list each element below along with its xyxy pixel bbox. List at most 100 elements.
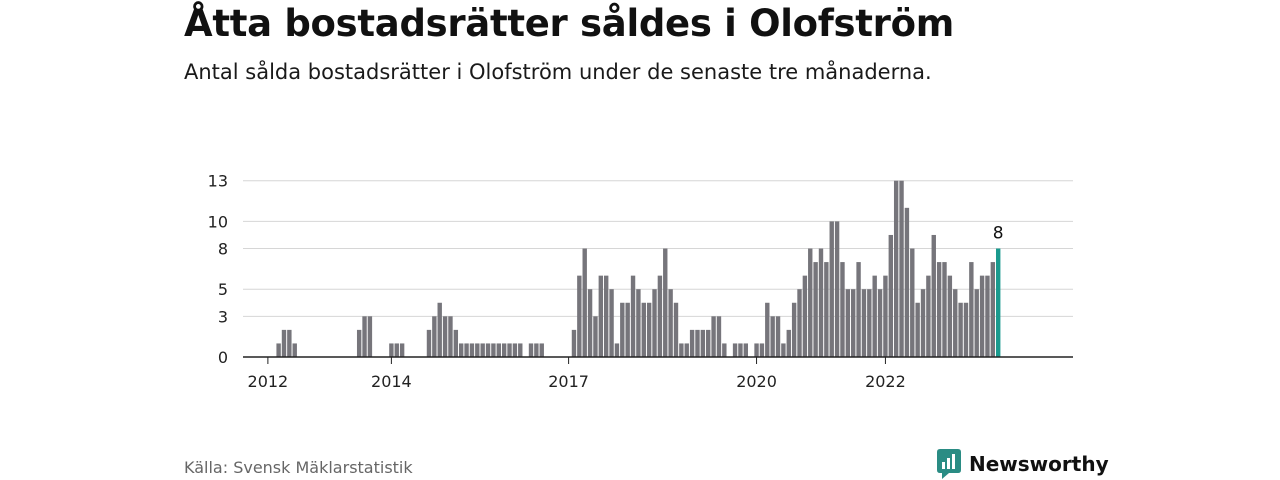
- bar: [840, 262, 845, 357]
- bar: [851, 289, 856, 357]
- bar: [593, 316, 598, 357]
- bar: [931, 234, 936, 357]
- bar: [485, 343, 491, 357]
- bar: [646, 302, 652, 357]
- bar: [910, 248, 915, 357]
- bar: [824, 262, 829, 357]
- bar: [963, 302, 969, 357]
- bar: [818, 248, 824, 357]
- bar: [700, 329, 706, 357]
- bar: [743, 343, 749, 357]
- bar: [426, 329, 432, 357]
- newsworthy-logo-icon: [937, 449, 961, 479]
- bar: [394, 343, 399, 357]
- bar: [448, 316, 453, 357]
- bar: [571, 329, 577, 357]
- bar: [834, 221, 840, 357]
- bar: [953, 289, 958, 357]
- bar: [501, 343, 507, 357]
- bar: [582, 248, 587, 357]
- bar: [684, 343, 689, 357]
- bar: [464, 343, 469, 357]
- bar: [958, 302, 963, 357]
- bar: [947, 275, 953, 357]
- bar: [867, 289, 872, 357]
- x-tick-label: 2014: [371, 372, 412, 391]
- bar: [706, 329, 711, 357]
- bar: [689, 329, 695, 357]
- bar: [673, 302, 679, 357]
- x-tick-label: 2022: [865, 372, 906, 391]
- bar: [679, 343, 684, 357]
- brand-name: Newsworthy: [969, 452, 1109, 476]
- bar: [663, 248, 668, 357]
- bar: [453, 329, 459, 357]
- bar: [888, 234, 893, 357]
- y-tick-label: 13: [208, 172, 228, 191]
- bar-highlight: [996, 248, 1001, 357]
- bar: [926, 275, 931, 357]
- bar: [389, 343, 394, 357]
- bar: [786, 329, 791, 357]
- bar: [625, 302, 630, 357]
- bar: [813, 262, 818, 357]
- bar: [356, 329, 362, 357]
- y-tick-label: 5: [218, 280, 228, 299]
- bar: [657, 275, 663, 357]
- bar: [942, 262, 947, 357]
- bar: [630, 275, 636, 357]
- y-tick-label: 10: [208, 212, 228, 231]
- bar: [459, 343, 464, 357]
- bar: [539, 343, 544, 357]
- bar: [775, 316, 781, 357]
- bar: [367, 316, 373, 357]
- bar: [695, 329, 700, 357]
- bar: [920, 289, 926, 357]
- bar-chart: 0 3 5 8 10 13 8 2012 2014 2017 2020 2022: [208, 172, 1073, 391]
- bar: [829, 221, 834, 357]
- bar: [534, 343, 539, 357]
- bar: [765, 302, 770, 357]
- bar: [577, 275, 582, 357]
- bar: [480, 343, 485, 357]
- bar: [936, 262, 942, 357]
- bar: [722, 343, 727, 357]
- bar: [292, 343, 297, 357]
- x-tick-label: 2017: [548, 372, 589, 391]
- bar: [437, 302, 442, 357]
- bar: [475, 343, 480, 357]
- y-tick-label: 8: [218, 240, 228, 259]
- bar: [668, 289, 673, 357]
- bar: [362, 316, 367, 357]
- bar: [652, 289, 657, 357]
- bar: [893, 180, 899, 357]
- bar: [872, 275, 877, 357]
- bar: [904, 207, 910, 357]
- bar: [496, 343, 501, 357]
- bar: [759, 343, 765, 357]
- bar: [808, 248, 813, 357]
- bar: [641, 302, 646, 357]
- x-tick-label: 2012: [248, 372, 289, 391]
- bar: [802, 275, 808, 357]
- bar: [276, 343, 281, 357]
- bar: [861, 289, 867, 357]
- x-tick-label: 2020: [736, 372, 777, 391]
- bar: [985, 275, 990, 357]
- bar: [877, 289, 883, 357]
- bar: [754, 343, 759, 357]
- bar: [512, 343, 518, 357]
- bar: [711, 316, 716, 357]
- bar: [979, 275, 985, 357]
- bar: [469, 343, 475, 357]
- bar: [614, 343, 620, 357]
- bar: [399, 343, 405, 357]
- source-credit: Källa: Svensk Mäklarstatistik: [184, 458, 413, 477]
- chart-subtitle: Antal sålda bostadsrätter i Olofström un…: [184, 60, 932, 84]
- bar: [491, 343, 496, 357]
- bar: [620, 302, 625, 357]
- bar: [770, 316, 775, 357]
- bar: [587, 289, 593, 357]
- bar: [609, 289, 614, 357]
- bar: [899, 180, 904, 357]
